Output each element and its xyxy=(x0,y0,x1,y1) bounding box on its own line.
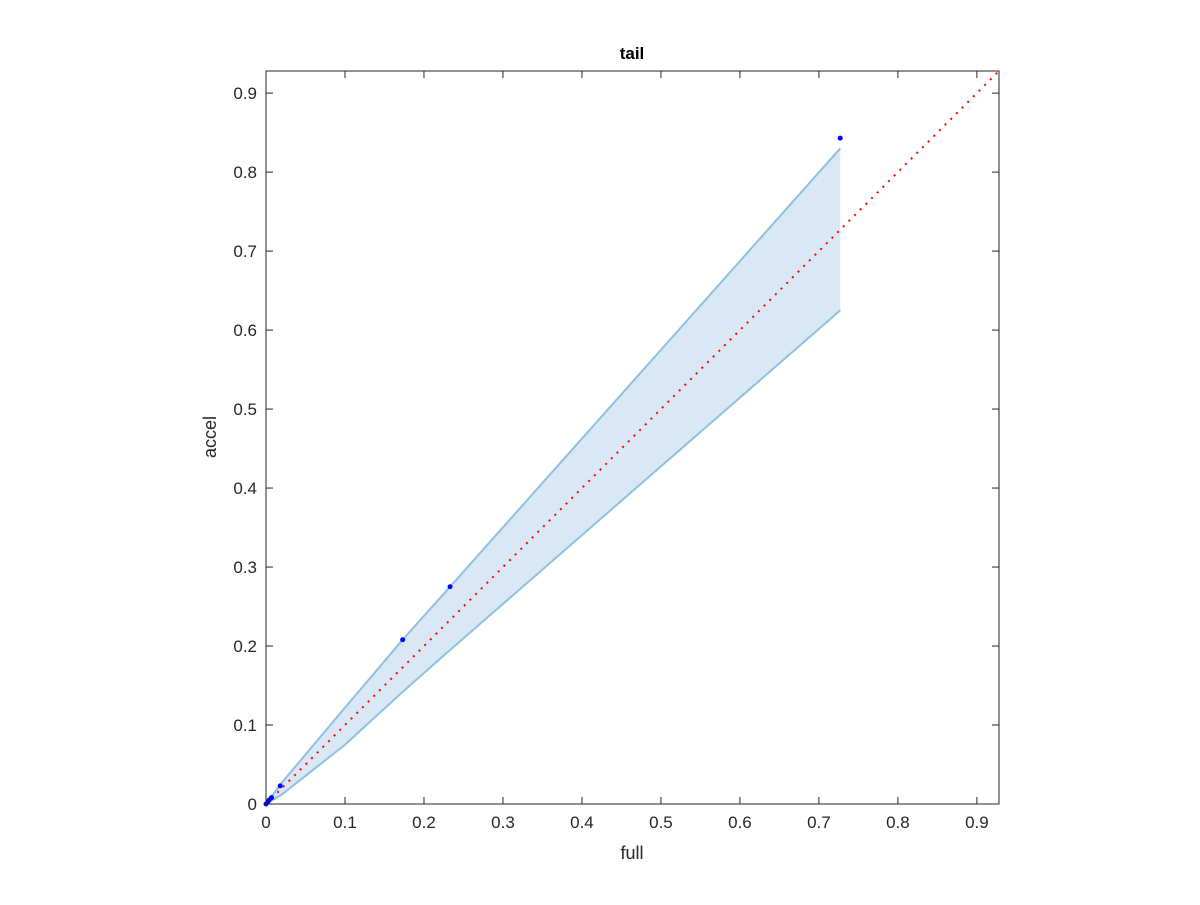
x-axis-label: full xyxy=(620,843,643,863)
data-point xyxy=(400,637,406,643)
y-tick-label: 0.4 xyxy=(233,479,257,498)
band-fill xyxy=(266,148,841,804)
y-tick-label: 0.5 xyxy=(233,400,257,419)
x-tick-label: 0.4 xyxy=(570,813,594,832)
axes: 0 0.1 0.2 0.3 0.4 0.5 0.6 0.7 0.8 0.9 0 0.1 0.2 0.3 0.… xyxy=(233,70,1000,832)
x-tick-label: 0.1 xyxy=(333,813,357,832)
x-tick-label: 0.3 xyxy=(491,813,515,832)
y-tick-label: 0 xyxy=(248,795,257,814)
y-tick-label: 0.9 xyxy=(233,84,257,103)
x-tick-label: 0.7 xyxy=(807,813,831,832)
data-point xyxy=(447,584,453,590)
confidence-band xyxy=(265,147,841,805)
y-tick-label: 0.6 xyxy=(233,321,257,340)
y-tick-label: 0.7 xyxy=(233,242,257,261)
x-tick-label: 0.5 xyxy=(649,813,673,832)
y-tick-label: 0.3 xyxy=(233,558,257,577)
y-axis-label: accel xyxy=(200,416,220,458)
x-tick-label: 0.9 xyxy=(965,813,989,832)
x-tick-label: 0.8 xyxy=(886,813,910,832)
chart-title: tail xyxy=(620,44,645,63)
band-lower-edge xyxy=(265,309,841,805)
axes-box xyxy=(265,70,1000,805)
x-tick-label: 0.6 xyxy=(728,813,752,832)
data-point xyxy=(277,783,283,789)
data-point xyxy=(837,135,843,141)
x-tick-label: 0 xyxy=(261,813,270,832)
data-point xyxy=(269,795,275,801)
x-tick-label: 0.2 xyxy=(412,813,436,832)
y-tick-label: 0.2 xyxy=(233,637,257,656)
y-tick-label: 0.8 xyxy=(233,163,257,182)
y-tick-label: 0.1 xyxy=(233,716,257,735)
